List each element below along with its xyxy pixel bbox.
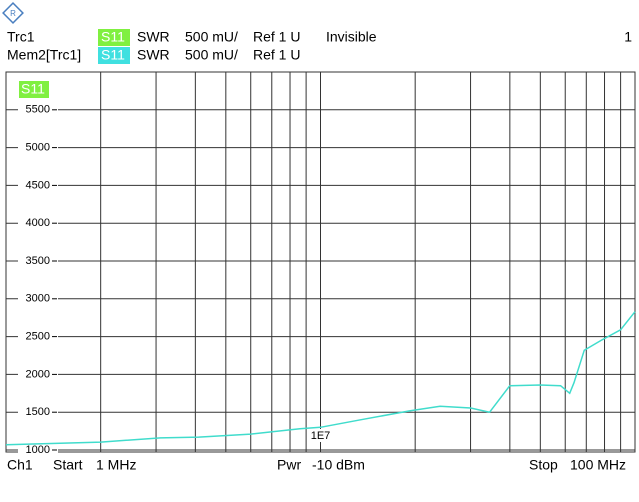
- y-tick-label: 3000: [26, 293, 50, 305]
- y-tick-label: 1500: [26, 406, 50, 418]
- y-tick-label: 1000: [26, 444, 50, 456]
- trace-ref: Ref 1 U: [253, 29, 300, 45]
- label-bg: [18, 330, 58, 343]
- decade-marker: 1E7: [311, 430, 331, 442]
- trace-scale: 500 mU/: [185, 47, 238, 63]
- y-tick-label: 2000: [26, 368, 50, 380]
- trace-tag-box: [19, 81, 49, 98]
- trace-tag: S11: [21, 81, 45, 97]
- label-bg: [18, 406, 58, 419]
- y-tick-label: 5000: [26, 142, 50, 154]
- stop-value: 100 MHz: [570, 457, 626, 473]
- trace-state: Invisible: [326, 29, 377, 45]
- start-label: Start: [53, 457, 83, 473]
- trace-param: S11: [101, 29, 125, 45]
- power-value: -10 dBm: [312, 457, 365, 473]
- trace-ref: Ref 1 U: [253, 47, 300, 63]
- param-box: [98, 47, 130, 64]
- trace-label: Trc1: [7, 29, 35, 45]
- label-bg: [18, 368, 58, 381]
- label-bg: [308, 429, 333, 442]
- channel-number: 1: [624, 29, 632, 45]
- start-value: 1 MHz: [96, 457, 136, 473]
- trace-label: Mem2[Trc1]: [7, 47, 81, 63]
- param-box: [98, 29, 130, 46]
- y-tick-label: 2500: [26, 331, 50, 343]
- label-bg: [18, 255, 58, 267]
- label-bg: [18, 103, 58, 116]
- channel: Ch1: [7, 457, 33, 473]
- y-tick-label: 5500: [26, 104, 50, 116]
- svg-text:R: R: [10, 9, 16, 18]
- trace-format: SWR: [137, 29, 170, 45]
- y-tick-label: 4000: [26, 217, 50, 229]
- y-tick-label: 3500: [26, 255, 50, 267]
- trace-scale: 500 mU/: [185, 29, 238, 45]
- label-bg: [18, 292, 58, 305]
- label-bg: [18, 179, 58, 192]
- label-bg: [18, 141, 58, 154]
- trace-param: S11: [101, 47, 125, 63]
- label-bg: [18, 444, 58, 456]
- trace-line: [5, 311, 636, 446]
- y-tick-label: 4500: [26, 179, 50, 191]
- logo: R: [2, 2, 24, 24]
- label-bg: [18, 217, 58, 230]
- trace-format: SWR: [137, 47, 170, 63]
- stop-label: Stop: [529, 457, 558, 473]
- power-label: Pwr: [277, 457, 301, 473]
